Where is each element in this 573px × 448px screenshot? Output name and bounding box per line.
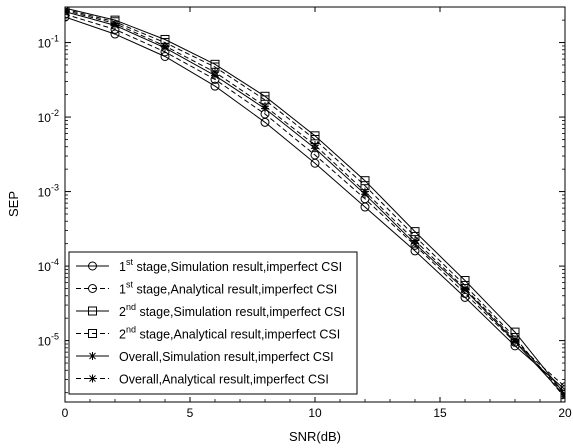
y-tick-label: 10-3	[38, 183, 59, 200]
series-4-point	[65, 7, 70, 14]
series-6-point	[211, 68, 219, 77]
legend-entry-4: 2nd stage,Analytical result,imperfect CS…	[76, 325, 340, 342]
legend-label: 2nd stage,Simulation result,imperfect CS…	[119, 302, 345, 319]
x-tick-label: 15	[433, 406, 447, 420]
series-6-point	[261, 102, 269, 111]
legend-marker	[88, 306, 97, 316]
legend-entry-2: 1st stage,Analytical result,imperfect CS…	[76, 280, 337, 297]
series-1-point	[210, 81, 220, 91]
y-axis-label: SEP	[6, 191, 21, 217]
series-5-point	[65, 7, 69, 16]
series-4-line	[65, 8, 565, 399]
series-1-point	[160, 51, 170, 61]
x-axis-label: SNR(dB)	[289, 429, 341, 444]
series-6-point	[65, 7, 69, 15]
series-4-point	[560, 393, 565, 402]
y-tick-label: 10-2	[38, 108, 59, 125]
legend-entry-6: Overall,Analytical result,imperfect CSI	[76, 373, 329, 387]
legend-label: 2nd stage,Analytical result,imperfect CS…	[119, 325, 340, 342]
legend-marker	[88, 329, 97, 338]
plot-frame	[64, 6, 566, 403]
legend-label: Overall,Analytical result,imperfect CSI	[119, 373, 329, 387]
legend-label: 1st stage,Simulation result,imperfect CS…	[119, 257, 342, 274]
legend-entry-5: Overall,Simulation result,imperfect CSI	[76, 350, 334, 364]
series-6-point	[311, 141, 319, 150]
legend-label: 1st stage,Analytical result,imperfect CS…	[119, 280, 337, 297]
legend-label: Overall,Simulation result,imperfect CSI	[119, 350, 334, 364]
x-tick-label: 20	[558, 406, 572, 420]
series-layer	[65, 7, 565, 402]
series-6-point	[111, 19, 119, 28]
series-6	[65, 7, 565, 399]
series-6-point	[161, 41, 169, 50]
series-1-point	[65, 12, 70, 22]
y-tick-label: 10-1	[38, 34, 59, 51]
legend-entry-1: 1st stage,Simulation result,imperfect CS…	[76, 257, 342, 274]
x-tick-label: 5	[187, 406, 194, 420]
x-tick-label: 10	[308, 406, 322, 420]
series-6-point	[361, 187, 369, 196]
series-2-point	[560, 382, 565, 392]
ticks-layer: 0 5 10 15 20 10-1 10-2 10-3 10-4 10-5	[38, 7, 572, 420]
legend-marker	[88, 261, 97, 271]
series-1-point	[110, 29, 120, 39]
series-1-line	[65, 16, 565, 390]
legend: 1st stage,Simulation result,imperfect CS…	[68, 251, 358, 395]
y-tick-label: 10-4	[38, 257, 59, 274]
series-3-point	[360, 176, 370, 186]
series-6-point	[461, 284, 469, 293]
series-2-point	[65, 9, 70, 19]
legend-marker	[88, 374, 97, 383]
legend-box	[68, 251, 358, 395]
legend-entry-3: 2nd stage,Simulation result,imperfect CS…	[76, 302, 345, 319]
x-tick-label: 0	[62, 406, 69, 420]
series-2-line	[65, 13, 565, 388]
series-6-point	[511, 335, 519, 344]
y-tick-label: 10-5	[38, 332, 59, 349]
legend-marker	[88, 352, 97, 360]
series-6-point	[411, 236, 419, 245]
series-6-line	[65, 9, 565, 395]
legend-marker	[88, 284, 97, 293]
